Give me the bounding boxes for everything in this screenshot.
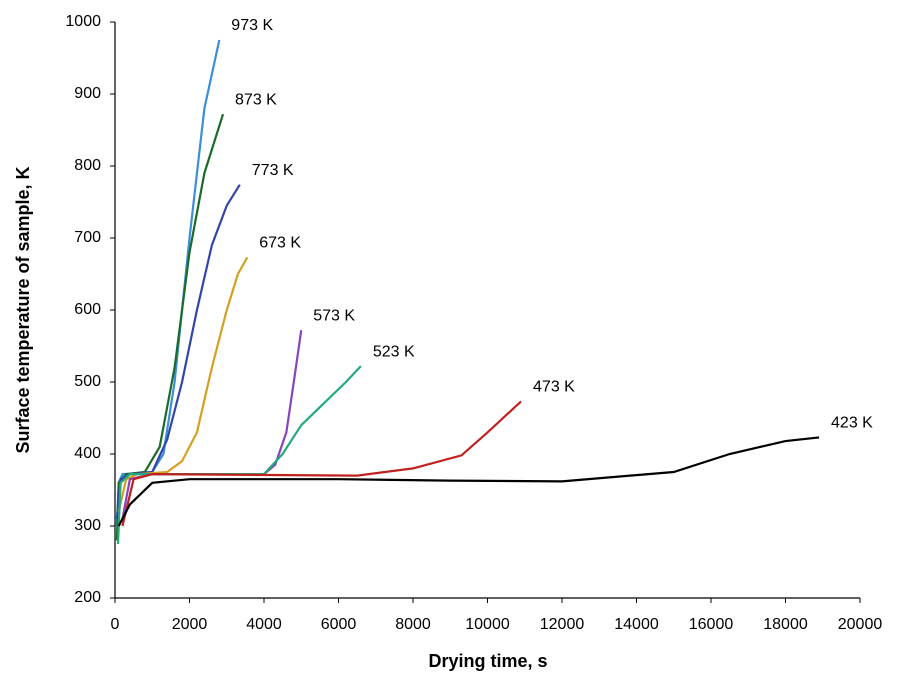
series-label: 873 K bbox=[235, 91, 277, 108]
x-tick-label: 16000 bbox=[689, 616, 734, 633]
x-tick-label: 12000 bbox=[540, 616, 585, 633]
y-tick-label: 600 bbox=[74, 301, 101, 318]
series-label: 423 K bbox=[831, 415, 873, 432]
y-tick-label: 500 bbox=[74, 373, 101, 390]
x-tick-label: 0 bbox=[111, 616, 120, 633]
series-label: 523 K bbox=[373, 343, 415, 360]
series-label: 573 K bbox=[313, 307, 355, 324]
series-label: 773 K bbox=[252, 162, 294, 179]
x-tick-label: 20000 bbox=[838, 616, 883, 633]
x-tick-label: 10000 bbox=[465, 616, 510, 633]
x-tick-label: 4000 bbox=[246, 616, 282, 633]
series-label: 673 K bbox=[259, 235, 301, 252]
y-axis-title: Surface temperature of sample, K bbox=[13, 166, 33, 453]
y-tick-label: 800 bbox=[74, 157, 101, 174]
series-line bbox=[115, 184, 241, 519]
x-tick-label: 2000 bbox=[172, 616, 208, 633]
y-tick-label: 300 bbox=[74, 517, 101, 534]
y-tick-label: 900 bbox=[74, 85, 101, 102]
series-line bbox=[117, 256, 249, 512]
series-line bbox=[117, 436, 820, 527]
x-axis-title: Drying time, s bbox=[428, 651, 547, 671]
series-line bbox=[116, 365, 362, 545]
series-line bbox=[121, 400, 522, 527]
x-tick-label: 6000 bbox=[321, 616, 357, 633]
series-label: 973 K bbox=[231, 17, 273, 34]
y-tick-label: 1000 bbox=[65, 13, 101, 30]
x-tick-label: 14000 bbox=[614, 616, 659, 633]
series-line bbox=[121, 330, 303, 520]
y-tick-label: 400 bbox=[74, 445, 101, 462]
series-label: 473 K bbox=[533, 379, 575, 396]
x-tick-label: 18000 bbox=[763, 616, 808, 633]
x-tick-label: 8000 bbox=[395, 616, 431, 633]
y-tick-label: 200 bbox=[74, 589, 101, 606]
y-tick-label: 700 bbox=[74, 229, 101, 246]
